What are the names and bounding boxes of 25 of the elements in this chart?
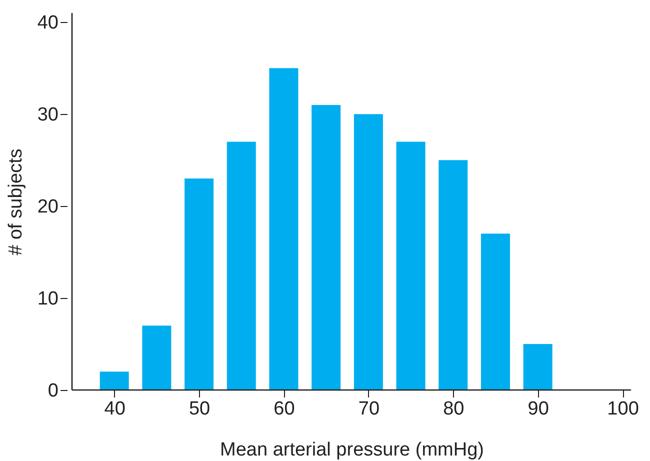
bar: [100, 372, 129, 390]
bar: [269, 68, 298, 390]
x-tick-label: 60: [274, 398, 295, 420]
bar: [354, 114, 383, 390]
y-tick-label: 0: [48, 380, 58, 402]
x-tick-label: 80: [443, 398, 464, 420]
bar: [396, 142, 426, 390]
bar: [438, 160, 468, 390]
bar: [226, 142, 256, 390]
x-tick-label: 40: [104, 398, 126, 420]
y-tick-label: 20: [37, 196, 58, 218]
bar: [142, 326, 172, 390]
y-axis-title: # of subjects: [5, 148, 26, 256]
x-tick-label: 70: [358, 398, 380, 420]
y-tick-label: 40: [37, 12, 58, 34]
y-tick-label: 30: [37, 104, 58, 126]
bar: [312, 104, 341, 390]
x-axis-title: Mean arterial pressure (mmHg): [220, 440, 484, 460]
x-tick-label: 100: [607, 398, 639, 420]
bar: [184, 178, 214, 390]
x-tick-label: 90: [528, 398, 549, 420]
x-tick-label: 50: [188, 398, 210, 420]
y-tick-label: 10: [37, 288, 58, 310]
bar: [523, 344, 552, 390]
bar: [480, 234, 510, 390]
